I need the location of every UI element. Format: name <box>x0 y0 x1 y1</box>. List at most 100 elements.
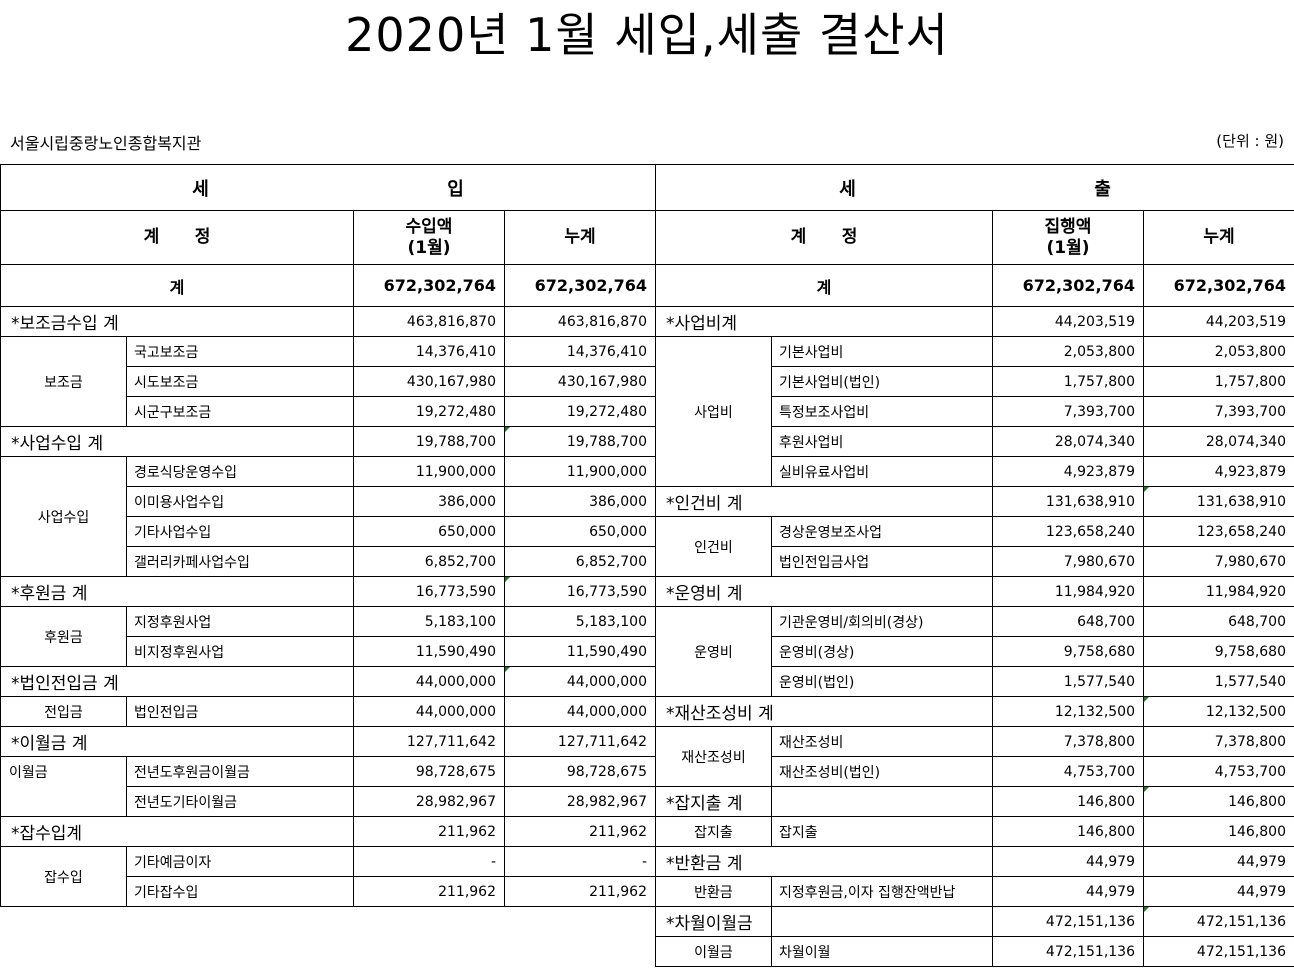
expense-item-name: 재산조성비 <box>771 726 993 757</box>
table-row: 전입금 법인전입금 44,000,000 44,000,000 *재산조성비 계… <box>0 696 1294 727</box>
income-section-amount: 127,711,642 <box>353 726 505 757</box>
income-section-cum: 127,711,642 <box>504 726 656 757</box>
expense-section-label: *반환금 계 <box>655 846 993 877</box>
income-group-label: 전입금 <box>0 696 127 727</box>
expense-section-amount: 12,132,500 <box>992 696 1144 727</box>
expense-item-name: 재산조성비(법인) <box>771 756 993 787</box>
expense-item-amount: 7,980,670 <box>992 546 1144 577</box>
table-row: 이월금 전년도후원금이월금 98,728,675 98,728,675 재산조성… <box>0 756 1294 787</box>
expense-item-cum: 4,753,700 <box>1143 756 1294 787</box>
expense-section-cum: 12,132,500 <box>1143 696 1294 727</box>
expense-section-amount: 44,203,519 <box>992 306 1144 337</box>
expense-amount-header: 집행액 (1월) <box>992 210 1144 265</box>
expense-item-amount: 472,151,136 <box>992 936 1144 967</box>
expense-group-label: 인건비 <box>655 516 772 577</box>
income-total-label: 계 <box>0 264 354 307</box>
expense-item-amount: 28,074,340 <box>992 426 1144 457</box>
income-amount-header: 수입액 (1월) <box>353 210 505 265</box>
income-item-name: 갤러리카페사업수입 <box>126 546 354 577</box>
income-cum-header: 누계 <box>504 210 656 265</box>
income-total-amount: 672,302,764 <box>353 264 505 307</box>
income-item-cum: 44,000,000 <box>504 696 656 727</box>
unit-note: (단위 : 원) <box>1216 132 1284 150</box>
table-row: 시군구보조금 19,272,480 19,272,480 특정보조사업비 7,3… <box>1 396 1294 427</box>
expense-section-cum: 131,638,910 <box>1143 486 1294 517</box>
income-item-name: 지정후원사업 <box>126 606 354 637</box>
expense-item-cum: 4,923,879 <box>1143 456 1294 487</box>
expense-item-amount: 648,700 <box>992 606 1144 637</box>
income-item-amount: 650,000 <box>353 516 505 547</box>
expense-item-name: 운영비(경상) <box>771 636 993 667</box>
expense-section-cum: 44,203,519 <box>1143 306 1294 337</box>
income-item-name: 국고보조금 <box>126 336 354 367</box>
income-item-cum: 6,852,700 <box>504 546 656 577</box>
table-row: 비지정후원사업 11,590,490 11,590,490 운영비(경상) 9,… <box>1 636 1294 667</box>
income-item-amount: 430,167,980 <box>353 366 505 397</box>
expense-item-amount: 9,758,680 <box>992 636 1144 667</box>
income-item-amount: 386,000 <box>353 486 505 517</box>
expense-total-amount: 672,302,764 <box>992 264 1144 307</box>
table-row: *사업수입 계 19,788,700 19,788,700 후원사업비 28,0… <box>0 426 1294 457</box>
expense-section-cum: 146,800 <box>1143 786 1294 817</box>
expense-item-cum: 2,053,800 <box>1143 336 1294 367</box>
expense-item-name: 기본사업비(법인) <box>771 366 993 397</box>
expense-section-cum: 11,984,920 <box>1143 576 1294 607</box>
income-section-amount: 463,816,870 <box>353 306 505 337</box>
expense-item-amount: 44,979 <box>992 876 1144 907</box>
expense-section-label: *재산조성비 계 <box>655 696 993 727</box>
expense-item-name: 운영비(법인) <box>771 666 993 697</box>
expense-cum-header: 누계 <box>1143 210 1294 265</box>
expense-item-amount: 4,923,879 <box>992 456 1144 487</box>
table-row: 후원금 지정후원사업 5,183,100 5,183,100 운영비 기관운영비… <box>0 606 1294 697</box>
expense-group-label: 운영비 <box>655 606 772 697</box>
income-section-label: *사업수입 계 <box>0 426 354 457</box>
income-item-name: 시군구보조금 <box>126 396 354 427</box>
expense-item-name: 후원사업비 <box>771 426 993 457</box>
income-item-name: 전년도기타이월금 <box>126 786 354 817</box>
income-item-amount: 11,900,000 <box>353 456 505 487</box>
expense-group-label: 잡지출 <box>655 816 772 847</box>
expense-section-amount: 472,151,136 <box>992 906 1144 937</box>
expense-item-name: 기본사업비 <box>771 336 993 367</box>
expense-item-amount: 4,753,700 <box>992 756 1144 787</box>
table-row: *법인전입금 계 44,000,000 44,000,000 운영비(법인) 1… <box>0 666 1294 697</box>
expense-total-label: 계 <box>655 264 993 307</box>
column-header-row: 계 정 수입액 (1월) 누계 계 정 집행액 (1월) 누계 <box>0 210 1294 265</box>
expense-item-amount: 1,757,800 <box>992 366 1144 397</box>
income-section-amount: 19,788,700 <box>353 426 505 457</box>
income-item-amount: 98,728,675 <box>353 756 505 787</box>
table-row: 이미용사업수입 386,000 386,000 *인건비 계 131,638,9… <box>1 486 1294 517</box>
expense-item-amount: 7,378,800 <box>992 726 1144 757</box>
table-row: 기타잡수입 211,962 211,962 반환금 지정후원금,이자 집행잔액반… <box>1 876 1294 907</box>
income-item-amount: 211,962 <box>353 876 505 907</box>
expense-section-amount: 11,984,920 <box>992 576 1144 607</box>
expense-item-cum: 9,758,680 <box>1143 636 1294 667</box>
income-section-label: *후원금 계 <box>0 576 354 607</box>
expense-section-amount: 44,979 <box>992 846 1144 877</box>
income-item-amount: 44,000,000 <box>353 696 505 727</box>
income-item-cum: 11,900,000 <box>504 456 656 487</box>
income-item-cum: 19,272,480 <box>504 396 656 427</box>
expense-section-label: *운영비 계 <box>655 576 993 607</box>
expense-section-label: *잡지출 계 <box>655 786 772 817</box>
expense-total-cum: 672,302,764 <box>1143 264 1294 307</box>
table-row: 이월금 차월이월 472,151,136 472,151,136 <box>1 936 1294 967</box>
expense-item-amount: 146,800 <box>992 816 1144 847</box>
expense-account-header: 계 정 <box>655 210 993 265</box>
income-item-cum: 11,590,490 <box>504 636 656 667</box>
expense-item-name: 차월이월 <box>771 936 993 967</box>
expense-item-cum: 648,700 <box>1143 606 1294 637</box>
income-section-label: *이월금 계 <box>0 726 354 757</box>
income-section-label: *법인전입금 계 <box>0 666 354 697</box>
income-item-amount: 19,272,480 <box>353 396 505 427</box>
income-item-name: 이미용사업수입 <box>126 486 354 517</box>
expense-item-amount: 2,053,800 <box>992 336 1144 367</box>
table-row: *후원금 계 16,773,590 16,773,590 *운영비 계 11,9… <box>0 576 1294 607</box>
table-row: *차월이월금 472,151,136 472,151,136 <box>0 906 1294 937</box>
income-total-cum: 672,302,764 <box>504 264 656 307</box>
income-item-name: 기타예금이자 <box>126 846 354 877</box>
expense-section-cum: 472,151,136 <box>1143 906 1294 937</box>
